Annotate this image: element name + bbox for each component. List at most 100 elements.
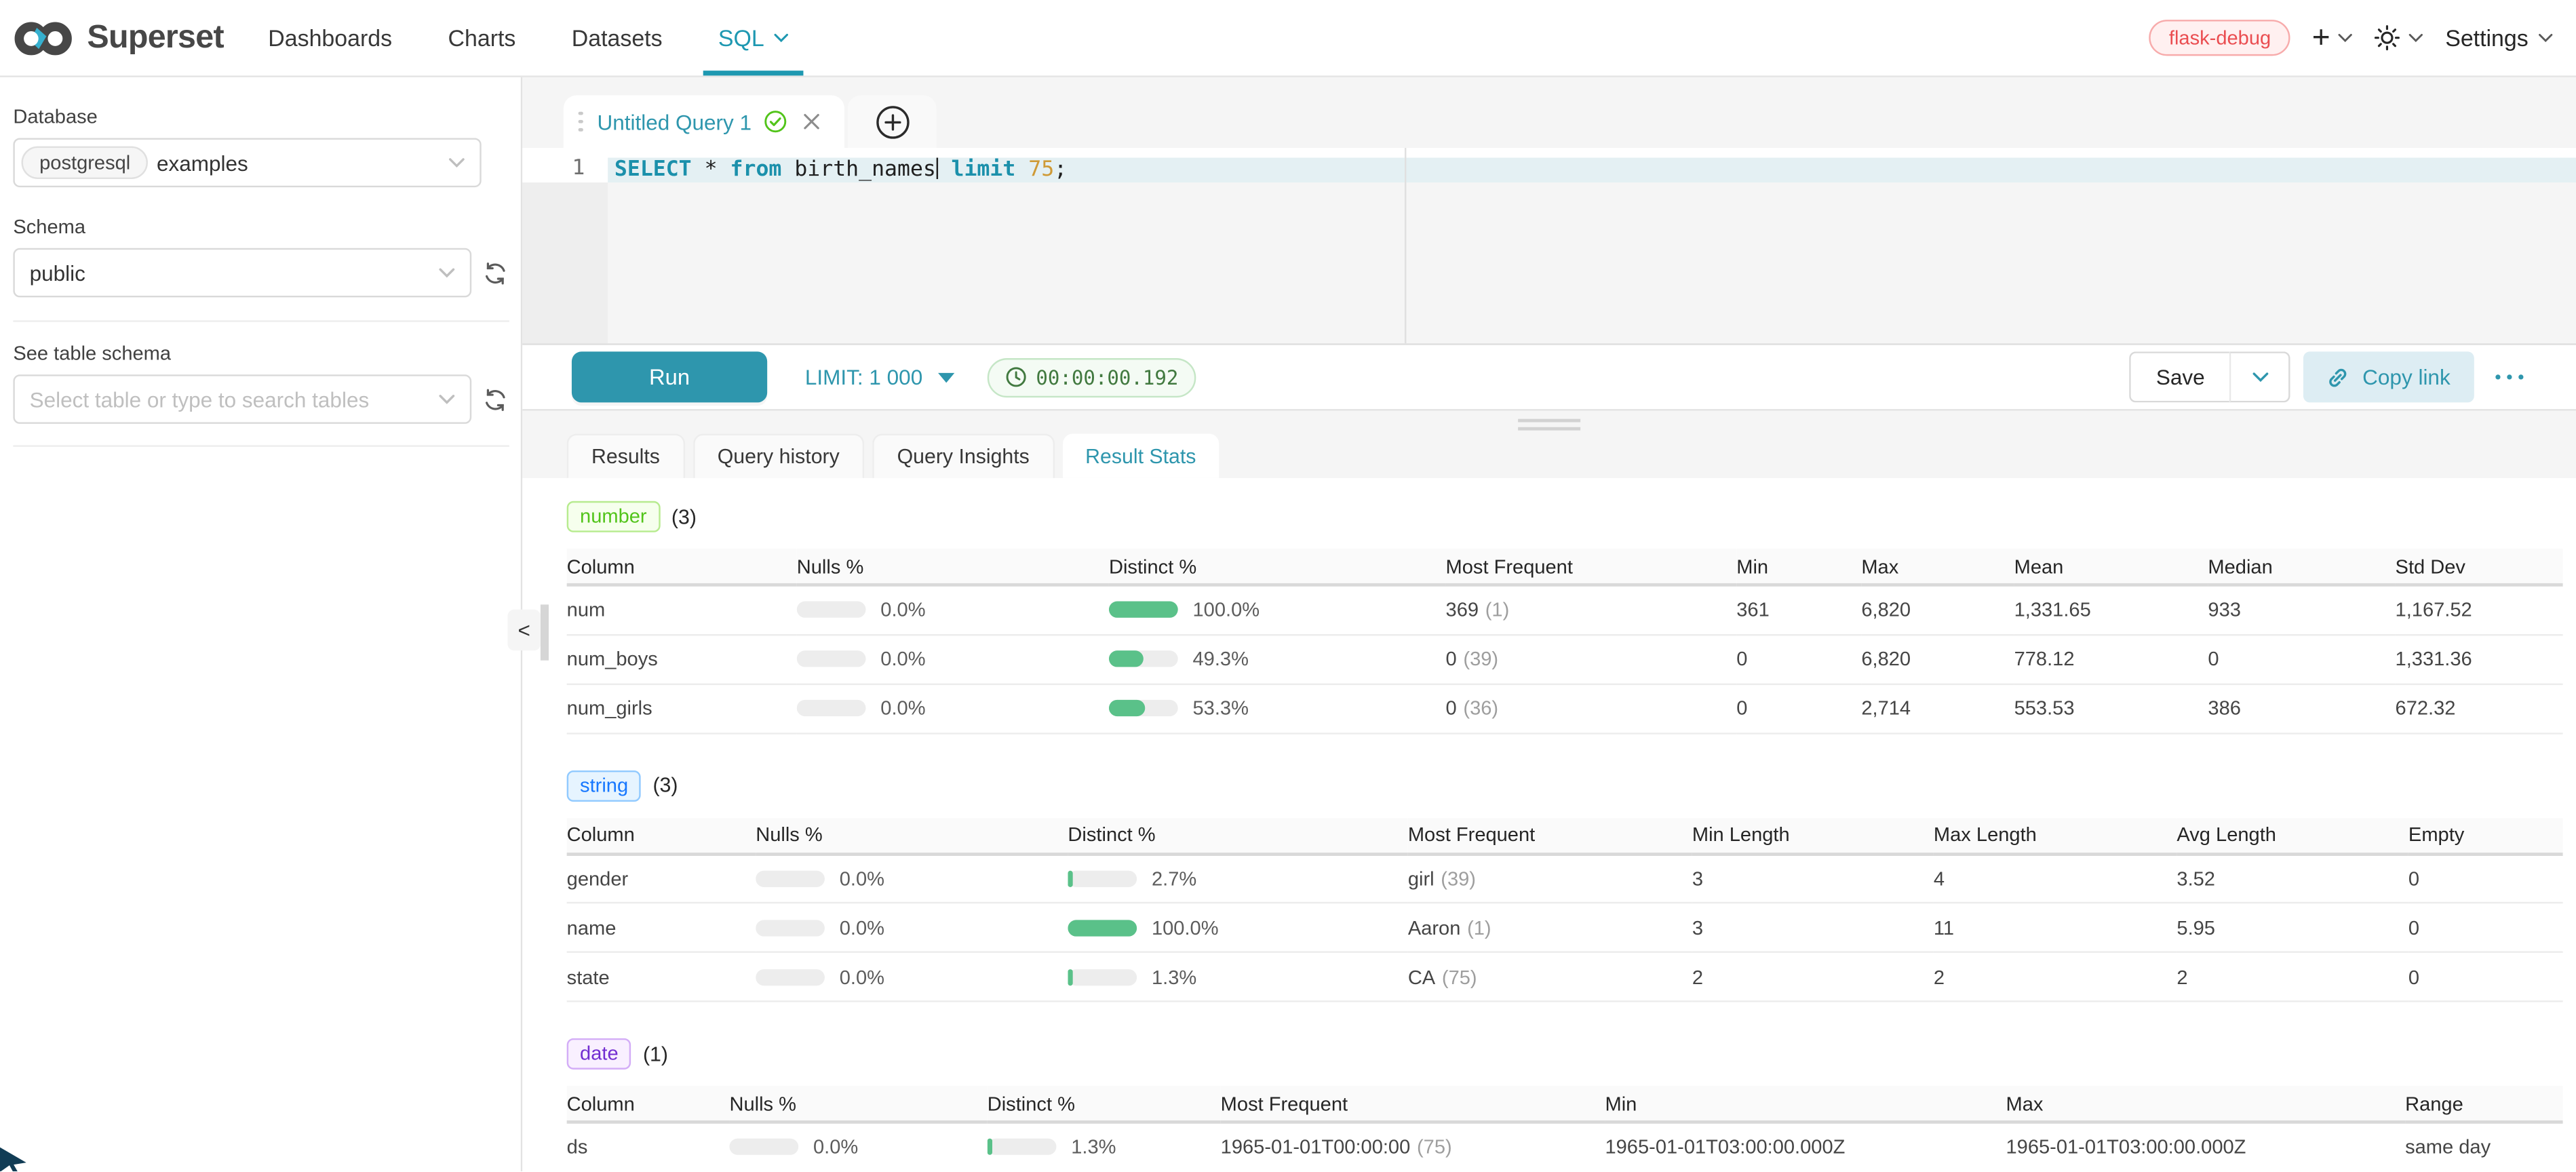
percent-bar	[1108, 650, 1178, 667]
schema-label: Schema	[13, 215, 86, 239]
most-frequent-count: (39)	[1463, 647, 1499, 671]
query-success-icon	[764, 110, 787, 133]
column-header: Nulls %	[729, 1086, 988, 1124]
schema-select[interactable]: public	[13, 248, 472, 298]
column-header: Max	[2006, 1086, 2406, 1124]
tab-query-history[interactable]: Query history	[692, 433, 865, 478]
tab-results[interactable]: Results	[566, 433, 685, 478]
tab-query-insights[interactable]: Query Insights	[872, 433, 1055, 478]
column-header: Avg Length	[2177, 817, 2408, 855]
text-caret	[935, 157, 939, 180]
table-schema-label: See table schema	[13, 341, 172, 365]
most-frequent-count: (75)	[1416, 1135, 1452, 1159]
panel-resize-handle[interactable]	[540, 604, 549, 661]
clock-icon	[1004, 366, 1026, 387]
chevron-down-icon	[2339, 33, 2354, 43]
column-header: Column	[566, 549, 797, 587]
sql-token: from	[730, 157, 782, 182]
theme-toggle[interactable]	[2375, 24, 2424, 51]
save-button[interactable]: Save	[2130, 351, 2229, 403]
cell-nulls-pct: 0.0%	[796, 585, 1109, 636]
superset-logo[interactable]: Superset	[13, 0, 225, 75]
percent-label: 100.0%	[1192, 598, 1260, 622]
cell-stat: 0	[2208, 633, 2396, 684]
stats-table-number: Column Nulls % Distinct % Most Frequent Min M…	[566, 549, 2563, 734]
cell-distinct-pct: 1.3%	[987, 1122, 1221, 1172]
cell-nulls-pct: 0.0%	[756, 853, 1068, 904]
result-stats-content: number (3) Column Nulls % Distinct % Most Fre…	[522, 477, 2576, 1172]
sql-token: SELECT	[614, 157, 692, 182]
percent-bar	[796, 650, 866, 667]
refresh-schemas-button[interactable]	[483, 260, 507, 285]
stats-table-date: Column Nulls % Distinct % Most Frequent Min M…	[566, 1086, 2563, 1172]
drag-handle-icon	[578, 111, 583, 132]
column-header: Mean	[2014, 549, 2208, 587]
column-header: Max Length	[1933, 817, 2177, 855]
cell-stat: 6,820	[1861, 585, 2014, 636]
section-badge-row: number (3)	[566, 501, 2563, 532]
settings-menu[interactable]: Settings	[2445, 24, 2553, 51]
percent-label: 0.0%	[839, 916, 885, 939]
cell-column-name: state	[566, 952, 756, 1002]
cell-stat: 1,167.52	[2395, 585, 2563, 636]
limit-dropdown[interactable]: LIMIT: 1 000	[805, 365, 954, 389]
sql-token: ;	[1054, 157, 1068, 182]
more-actions-button[interactable]	[2491, 368, 2526, 387]
sql-line: SELECT * from birth_names limit 75;	[608, 157, 2576, 182]
new-item-menu[interactable]: +	[2312, 22, 2354, 54]
close-tab-icon[interactable]	[801, 110, 824, 133]
column-header: Empty	[2408, 817, 2563, 855]
save-options-button[interactable]	[2229, 351, 2290, 403]
cell-most-frequent: girl (39)	[1407, 853, 1692, 904]
cell-stat: 1,331.36	[2395, 633, 2563, 684]
most-frequent-value: 1965-01-01T00:00:00	[1220, 1135, 1411, 1159]
nav-item-sql[interactable]: SQL	[690, 0, 817, 76]
line-number: 1	[572, 156, 585, 181]
new-query-tab-button[interactable]	[848, 95, 937, 148]
cell-most-frequent: 0 (36)	[1445, 683, 1737, 734]
cell-most-frequent: Aaron (1)	[1407, 902, 1692, 953]
table-row: num_boys 0.0% 49.3% 0 (39) 0 6,820 778.12 0 1,331…	[566, 633, 2563, 684]
save-split-button: Save	[2130, 351, 2290, 403]
print-margin-line	[1404, 147, 1407, 344]
panel-drag-handle[interactable]	[1518, 418, 1581, 431]
refresh-tables-button[interactable]	[483, 387, 507, 411]
column-header: Distinct %	[1108, 549, 1446, 587]
most-frequent-count: (1)	[1467, 916, 1491, 939]
collapse-sidebar-button[interactable]: <	[507, 609, 541, 651]
nav-item-charts[interactable]: Charts	[448, 24, 516, 52]
nav-item-datasets[interactable]: Datasets	[571, 24, 663, 52]
cell-stat: 933	[2208, 585, 2396, 636]
table-select[interactable]: Select table or type to search tables	[13, 374, 472, 424]
cell-most-frequent: 0 (39)	[1445, 633, 1737, 684]
most-frequent-value: 0	[1445, 697, 1457, 720]
tab-result-stats[interactable]: Result Stats	[1062, 433, 1219, 478]
run-button[interactable]: Run	[571, 351, 768, 403]
percent-label: 0.0%	[880, 598, 926, 622]
database-type-tag: postgresql	[21, 146, 149, 180]
chevron-down-icon	[439, 267, 455, 279]
nav-item-dashboards[interactable]: Dashboards	[268, 24, 393, 52]
percent-label: 49.3%	[1192, 647, 1249, 671]
sql-token	[939, 158, 952, 182]
column-header: Distinct %	[987, 1086, 1221, 1124]
chevron-down-icon	[448, 157, 465, 168]
sql-code-editor[interactable]: 1 SELECT * from birth_names limit 75;	[522, 147, 2576, 345]
database-select[interactable]: postgresql examples	[13, 138, 482, 188]
table-row: state 0.0% 1.3% CA (75) 2 2 2 0	[566, 952, 2563, 1002]
query-tab-untitled-query-1[interactable]: Untitled Query 1	[563, 95, 846, 148]
column-header: Min	[1736, 549, 1862, 587]
percent-bar	[756, 870, 825, 887]
table-row: num 0.0% 100.0% 369 (1) 361 6,820 1,331.65 933 1,…	[566, 585, 2563, 636]
editor-toolbar: Run LIMIT: 1 000 00:00:00.192 Save	[522, 345, 2576, 411]
cell-stat: 778.12	[2014, 633, 2208, 684]
most-frequent-value: Aaron	[1407, 916, 1461, 939]
copy-link-button[interactable]: Copy link	[2303, 351, 2474, 403]
editor-code-area[interactable]: SELECT * from birth_names limit 75;	[608, 147, 2576, 344]
percent-label: 0.0%	[839, 965, 885, 988]
sql-token: 75	[1028, 157, 1055, 182]
query-tabs-bar: Untitled Query 1	[522, 77, 2576, 148]
column-count: (3)	[652, 773, 678, 797]
percent-bar	[1068, 968, 1137, 985]
percent-label: 53.3%	[1192, 697, 1249, 720]
